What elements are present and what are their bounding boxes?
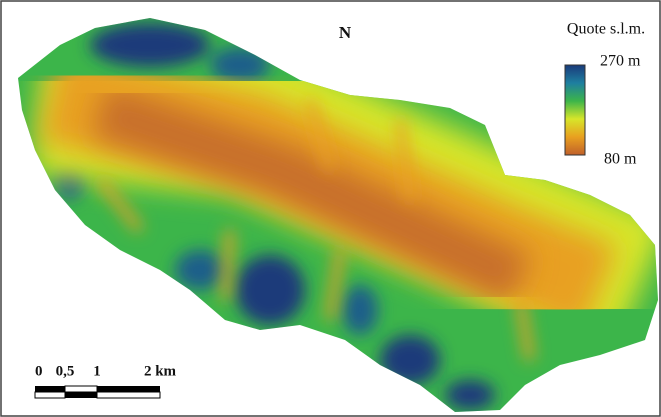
scale-segment: [97, 386, 160, 392]
legend-min: 80 m: [604, 151, 637, 168]
scale-label: 1: [93, 363, 101, 379]
legend-max: 270 m: [600, 53, 641, 70]
scale-segment: [97, 392, 160, 398]
scale-label: 0: [35, 363, 43, 379]
scale-segment: [35, 392, 65, 398]
color-bar: [565, 65, 585, 155]
scale-segment: [65, 392, 97, 398]
scale-label: 0,5: [56, 363, 75, 379]
scale-segment: [35, 386, 65, 392]
legend-title: Quote s.l.m.: [567, 21, 645, 38]
scale-label: 2 km: [144, 363, 177, 379]
north-label: N: [339, 23, 352, 42]
scale-segment: [65, 386, 97, 392]
map-figure: N Quote s.l.m. 270 m 80 m 0 0,5 1 2 km: [0, 0, 661, 417]
